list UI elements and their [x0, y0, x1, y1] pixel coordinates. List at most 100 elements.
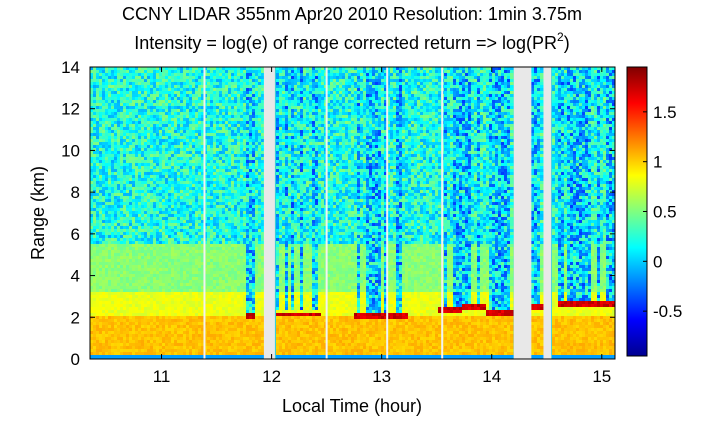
heat-cell: [192, 205, 196, 209]
heat-cell: [153, 118, 157, 122]
heat-cell: [102, 316, 106, 320]
heat-cell: [231, 313, 235, 317]
heat-cell: [210, 157, 214, 161]
heat-cell: [228, 112, 232, 116]
heat-cell: [186, 259, 190, 263]
heat-cell: [192, 298, 196, 302]
heat-cell: [108, 313, 112, 317]
heat-cell: [201, 181, 205, 185]
heat-cell: [147, 193, 151, 197]
heat-cell: [204, 199, 208, 203]
heat-cell: [192, 145, 196, 149]
heat-cell: [150, 295, 154, 299]
heat-cell: [114, 205, 118, 209]
heat-cell: [90, 178, 94, 182]
heat-cell: [183, 145, 187, 149]
heat-cell: [213, 283, 217, 287]
heat-cell: [93, 229, 97, 233]
heat-cell: [204, 301, 208, 305]
heat-cell: [105, 268, 109, 272]
heat-cell: [186, 205, 190, 209]
heat-cell: [96, 217, 100, 221]
heat-cell: [135, 103, 139, 107]
heat-cell: [120, 310, 124, 314]
heat-cell: [177, 160, 181, 164]
heat-cell: [90, 199, 94, 203]
heat-cell: [180, 298, 184, 302]
heat-cell: [189, 247, 193, 251]
heat-cell: [180, 280, 184, 284]
heat-cell: [183, 82, 187, 86]
heat-cell: [117, 151, 121, 155]
heat-cell: [123, 154, 127, 158]
heat-cell: [150, 103, 154, 107]
heat-cell: [129, 340, 133, 344]
heat-cell: [228, 118, 232, 122]
heat-cell: [90, 139, 94, 143]
heat-cell: [96, 142, 100, 146]
heat-cell: [141, 232, 145, 236]
heat-cell: [216, 124, 220, 128]
heat-cell: [189, 244, 193, 248]
heat-cell: [171, 310, 175, 314]
heat-cell: [114, 145, 118, 149]
heat-cell: [99, 178, 103, 182]
heat-cell: [126, 124, 130, 128]
heat-cell: [156, 316, 160, 320]
heat-cell: [234, 268, 238, 272]
heat-cell: [210, 205, 214, 209]
heat-cell: [150, 82, 154, 86]
heat-cell: [132, 301, 136, 305]
heat-cell: [231, 346, 235, 350]
heat-cell: [102, 205, 106, 209]
heat-cell: [108, 91, 112, 95]
heat-cell: [120, 292, 124, 296]
heat-cell: [159, 247, 163, 251]
heat-cell: [183, 316, 187, 320]
heat-cell: [132, 166, 136, 170]
heat-cell: [234, 310, 238, 314]
heat-cell: [195, 250, 199, 254]
heat-cell: [123, 232, 127, 236]
heat-cell: [156, 241, 160, 245]
heat-cell: [225, 259, 229, 263]
heat-cell: [90, 271, 94, 275]
heat-cell: [123, 241, 127, 245]
heat-cell: [102, 211, 106, 215]
heat-cell: [165, 286, 169, 290]
heat-cell: [93, 151, 97, 155]
heat-cell: [219, 244, 223, 248]
heat-cell: [177, 328, 181, 332]
heat-cell: [162, 85, 166, 89]
heat-cell: [159, 199, 163, 203]
heat-cell: [222, 184, 226, 188]
heat-cell: [189, 214, 193, 218]
heat-cell: [213, 73, 217, 77]
heat-cell: [165, 313, 169, 317]
heat-cell: [216, 262, 220, 266]
heat-cell: [105, 181, 109, 185]
heat-cell: [207, 277, 211, 281]
heat-cell: [222, 244, 226, 248]
heat-cell: [168, 340, 172, 344]
heat-cell: [108, 175, 112, 179]
heat-cell: [99, 187, 103, 191]
heat-cell: [228, 214, 232, 218]
heat-cell: [237, 67, 241, 71]
heat-cell: [159, 229, 163, 233]
heat-cell: [222, 331, 226, 335]
heat-cell: [201, 202, 205, 206]
heat-cell: [183, 109, 187, 113]
heat-cell: [165, 259, 169, 263]
heat-cell: [171, 133, 175, 137]
heat-cell: [138, 97, 142, 101]
heat-cell: [201, 346, 205, 350]
heat-cell: [123, 322, 127, 326]
heat-cell: [183, 301, 187, 305]
heat-cell: [156, 136, 160, 140]
heat-cell: [234, 292, 238, 296]
heat-cell: [186, 334, 190, 338]
heat-cell: [144, 337, 148, 341]
heat-cell: [234, 79, 238, 83]
heat-cell: [153, 136, 157, 140]
